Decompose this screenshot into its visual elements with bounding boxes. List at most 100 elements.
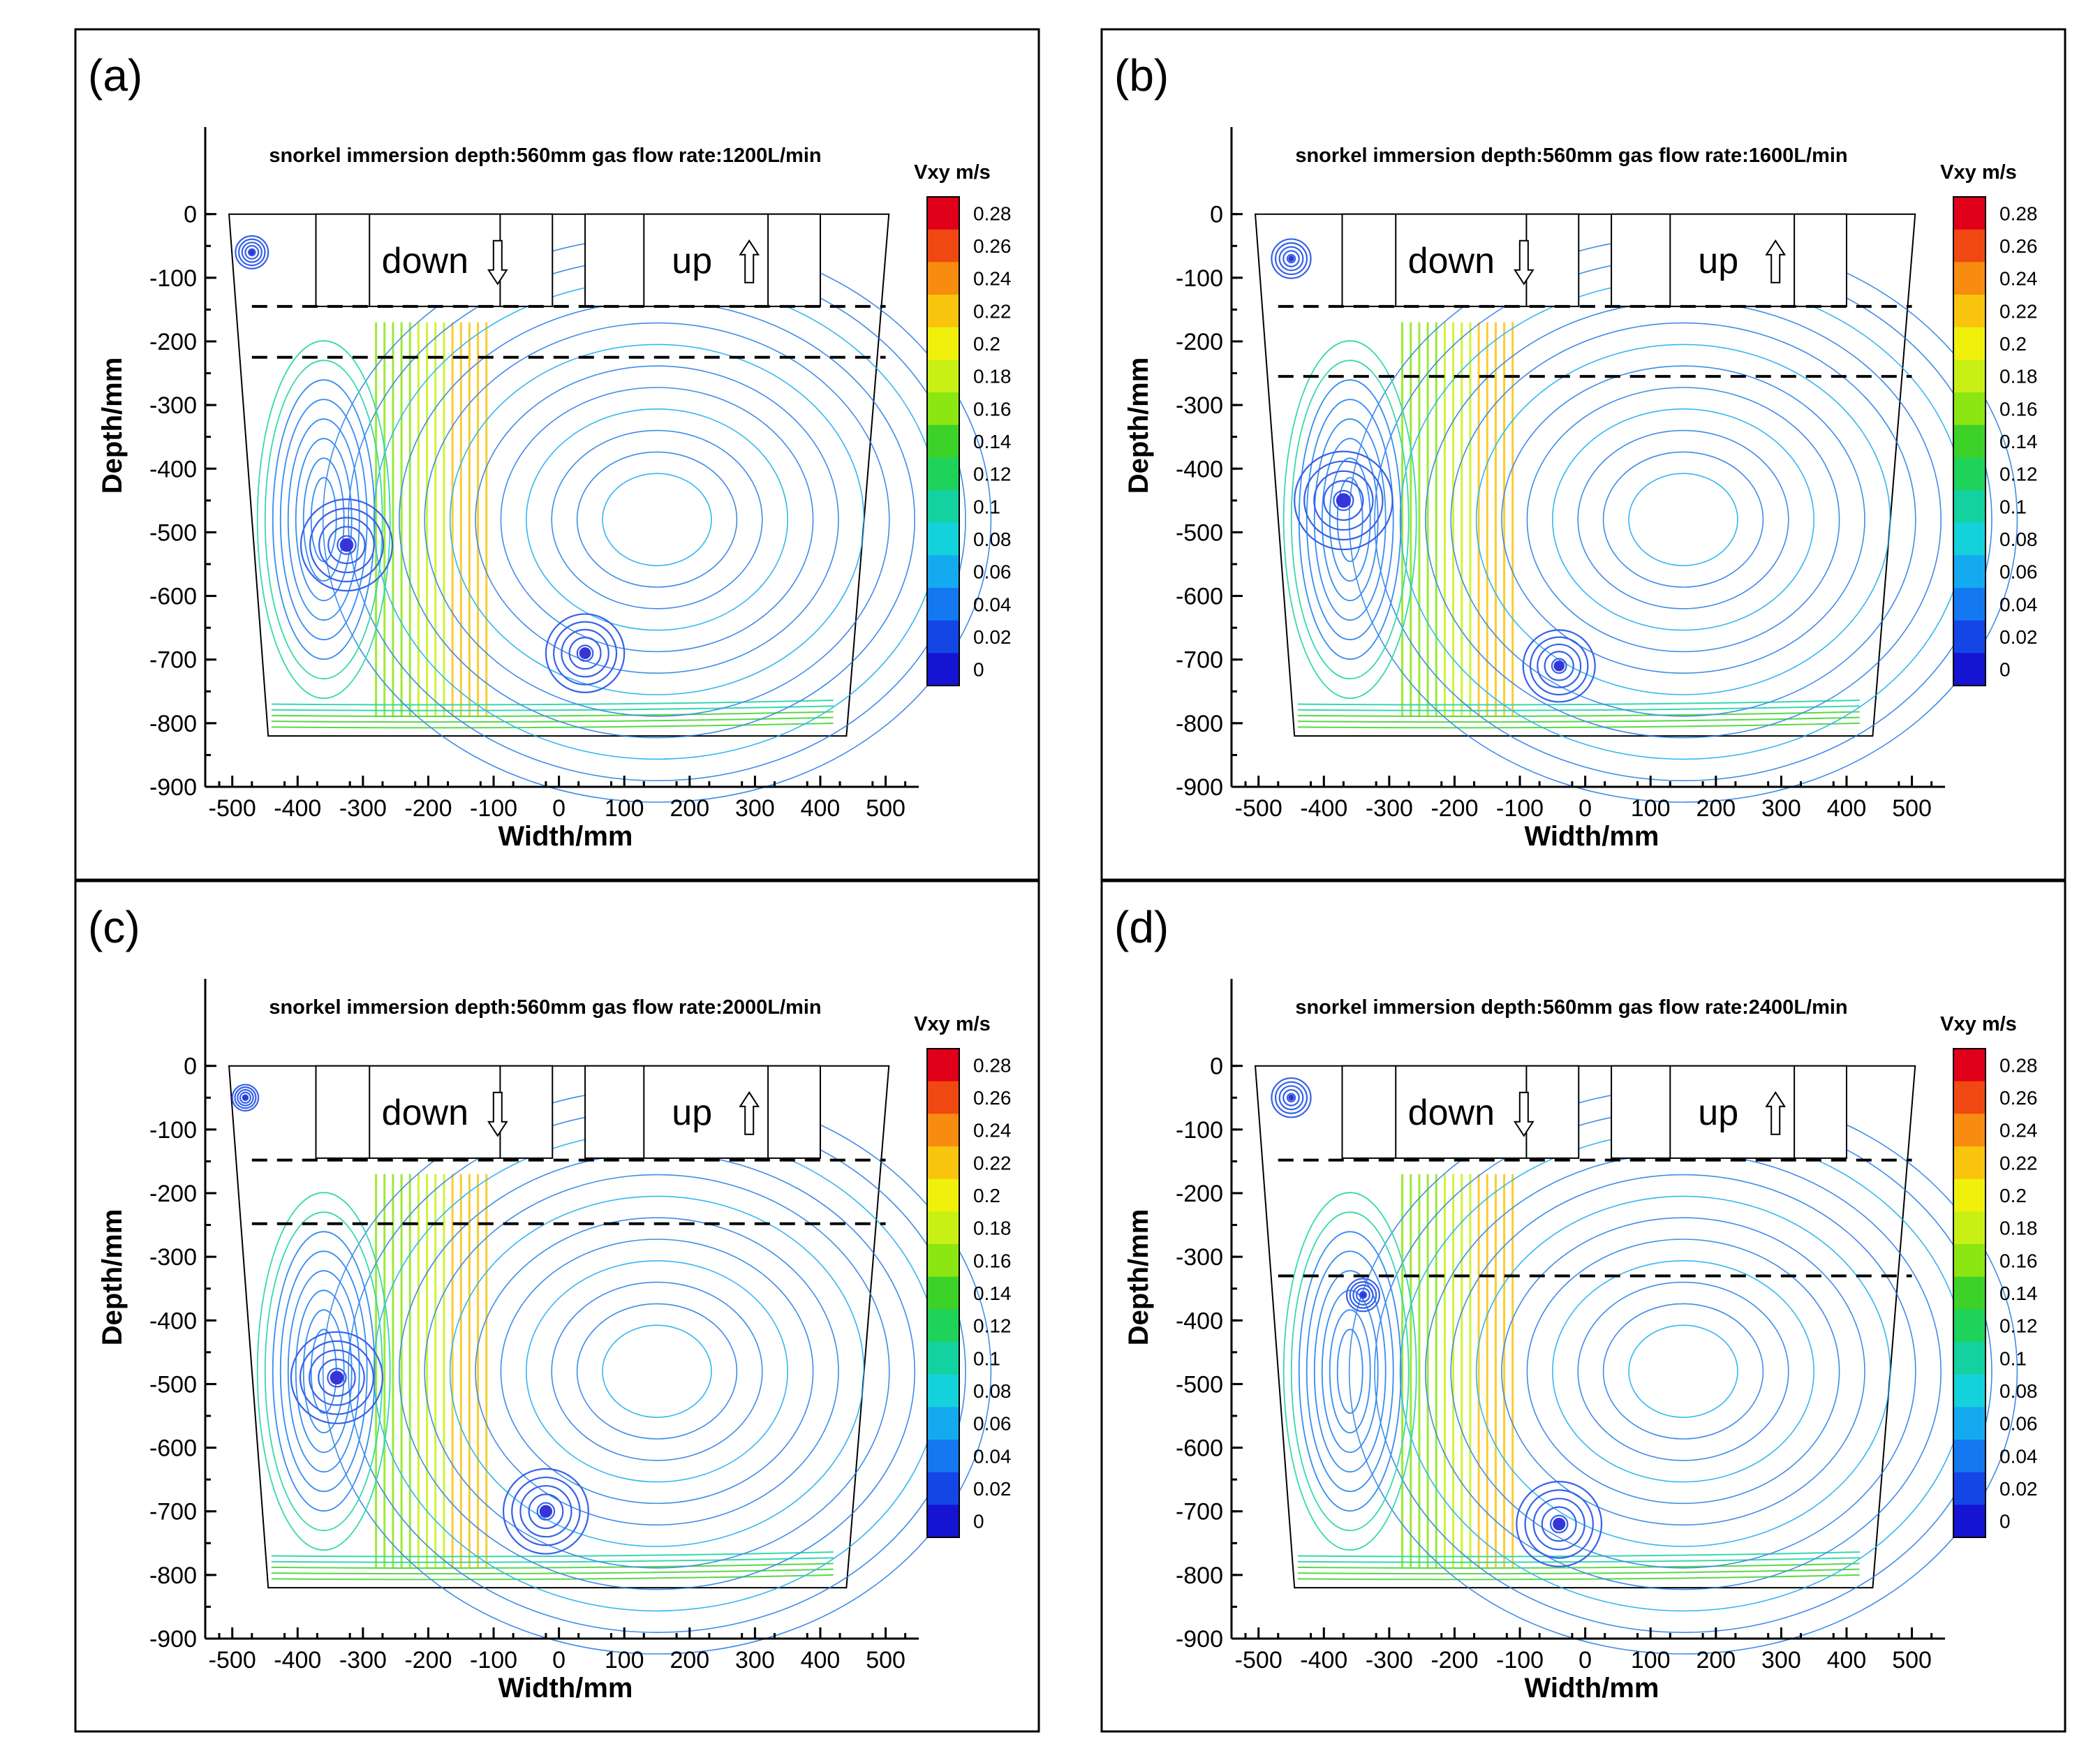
x-tick-label: 300: [735, 1647, 775, 1674]
colorbar-segment: [927, 522, 959, 556]
x-tick-label: -500: [209, 1647, 256, 1674]
streamline-field: [1271, 1077, 2018, 1655]
upleg-streamline: [1602, 1303, 1764, 1440]
colorbar-segment: [927, 653, 959, 686]
vortex-ring: [1286, 253, 1296, 264]
upleg-streamline: [475, 365, 839, 674]
bottom-streamline: [271, 700, 834, 706]
vortex-ring: [1529, 636, 1589, 696]
upleg-streamline: [424, 322, 890, 717]
upleg-streamline: [602, 473, 712, 566]
colorbar-segment: [1953, 1114, 1986, 1147]
colorbar-frame: [926, 196, 960, 686]
colorbar-segment: [1953, 360, 1986, 393]
y-tick-label: 0: [1210, 1054, 1223, 1080]
streamline-field: [231, 1084, 992, 1655]
down-snorkel: [1341, 1065, 1580, 1159]
vortex-ring: [309, 508, 384, 583]
colorbar-tick-label: 0.2: [973, 333, 1000, 355]
left-streamline: [279, 399, 368, 641]
colorbar-tick-label: 0.16: [1999, 1250, 2038, 1271]
vortex-ring: [235, 235, 269, 269]
colorbar-tick-label: 0.1: [1999, 1347, 2027, 1369]
vortex-ring: [237, 238, 266, 267]
down-snorkel: [1341, 213, 1580, 307]
vortex-ring: [1274, 242, 1308, 276]
down-label: down: [382, 1093, 468, 1133]
up-snorkel: [584, 213, 821, 307]
left-streamline: [302, 457, 345, 582]
bottom-streamline: [271, 711, 834, 717]
upleg-streamline: [500, 1239, 814, 1505]
x-tick-label: 500: [1892, 795, 1932, 822]
colorbar-segment: [1953, 1342, 1986, 1375]
colorbar-segment: [927, 1244, 959, 1278]
colorbar-tick-label: 0.12: [973, 1315, 1012, 1337]
colorbar-segment: [1953, 1505, 1986, 1538]
bottom-streamline: [1297, 1568, 1860, 1575]
y-tick-label: -200: [1176, 1181, 1223, 1207]
x-tick-label: 500: [866, 1647, 905, 1674]
vortex-ring: [1355, 1287, 1370, 1303]
x-axis-title: Width/mm: [1525, 1673, 1659, 1704]
left-streamline: [256, 340, 391, 700]
up-arrow-icon: [739, 1091, 760, 1135]
up-arrow-icon: [1765, 239, 1787, 283]
x-tick-label: -300: [1366, 795, 1413, 822]
vortex-ring: [1323, 480, 1364, 522]
y-axis-title: Depth/mm: [1123, 1209, 1154, 1346]
colorbar-segment: [1953, 522, 1986, 556]
colorbar-title: Vxy m/s: [1940, 1013, 2017, 1035]
colorbar-tick-label: 0.24: [1999, 268, 2038, 290]
colorbar-tick-label: 0.24: [1999, 1120, 2038, 1142]
colorbar-segment: [927, 1114, 959, 1147]
x-tick-label: -300: [339, 795, 387, 822]
colorbar-title: Vxy m/s: [914, 161, 991, 184]
panel-label: (c): [88, 902, 140, 952]
colorbar-tick-label: 0.1: [1999, 496, 2027, 517]
y-tick-label: -200: [149, 1181, 197, 1207]
x-tick-label: 0: [1578, 795, 1592, 822]
upleg-streamline: [1475, 1195, 1891, 1547]
x-tick-label: -500: [1235, 795, 1282, 822]
y-tick-label: -700: [1176, 647, 1223, 674]
vortex-core: [1336, 493, 1351, 508]
left-streamline: [1298, 1231, 1402, 1512]
vortex-ring: [1282, 1088, 1300, 1107]
y-tick-label: -300: [1176, 392, 1223, 419]
colorbar-segment: [927, 620, 959, 653]
down-snorkel: [315, 1065, 554, 1159]
down-arrow-icon: [1513, 1091, 1535, 1137]
panel-label: (d): [1114, 902, 1169, 952]
x-tick-label: 400: [801, 795, 841, 822]
vortex-ring: [1551, 658, 1567, 674]
x-tick-label: 100: [1631, 1647, 1671, 1674]
y-tick-label: -900: [1176, 1626, 1223, 1653]
x-tick-label: 500: [866, 795, 905, 822]
colorbar-segment: [1953, 295, 1986, 328]
vortex-ring: [1282, 250, 1300, 267]
colorbar-tick-label: 0.18: [1999, 1218, 2038, 1239]
colorbar-tick-label: 0.18: [973, 1218, 1012, 1239]
y-tick-label: -200: [149, 329, 197, 355]
left-streamline: [287, 1270, 360, 1473]
x-tick-label: 200: [670, 795, 709, 822]
y-tick-label: -500: [149, 1371, 197, 1398]
colorbar-segment: [1953, 1374, 1986, 1408]
vortex-ring: [1532, 1498, 1585, 1551]
up-snorkel: [1611, 213, 1847, 307]
down-arrow-icon: [487, 239, 508, 286]
colorbar-tick-label: 0.18: [1999, 366, 2038, 387]
y-tick-label: -500: [1176, 519, 1223, 546]
colorbar-segment: [927, 588, 959, 621]
colorbar-tick-label: 0.1: [973, 496, 1000, 517]
y-tick-label: -700: [1176, 1499, 1223, 1525]
x-tick-label: 400: [1827, 1647, 1867, 1674]
vortex-ring: [327, 526, 366, 564]
colorbar-tick-label: 0.28: [973, 202, 1012, 224]
vortex-ring: [1271, 1077, 1312, 1118]
colorbar-segment: [1953, 588, 1986, 621]
vortex-ring: [1345, 1278, 1380, 1313]
bottom-streamline: [271, 1562, 834, 1569]
vortex-ring: [318, 1358, 356, 1397]
